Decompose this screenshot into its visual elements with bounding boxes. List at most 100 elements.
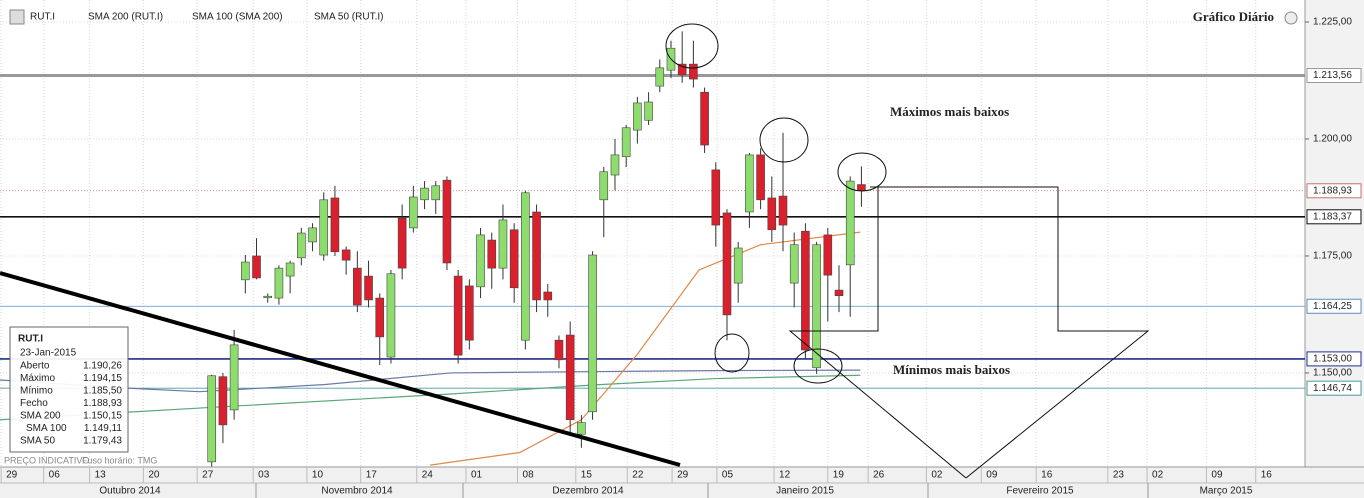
x-tick-label: 08 [523,470,535,481]
candle-body [565,334,575,421]
annotation: Máximos mais baixos [890,104,1009,119]
candle-body [453,275,463,356]
info-value: 1.190,26 [83,361,122,372]
x-tick-label: 09 [1211,470,1223,481]
candle-body [498,219,508,269]
level-label-bg [1306,380,1362,396]
sma-line [0,374,861,421]
candle-body [857,184,866,192]
x-tick-label: 06 [49,470,61,481]
footer: Fuso horário: TMG [82,455,157,465]
candle-body [845,180,855,266]
info-value: 1.149,11 [84,423,123,434]
x-tick-label: 24 [422,470,434,481]
candle-body [330,197,340,253]
info-value: 1.150,15 [83,411,122,422]
legend-entry[interactable]: SMA 200 (RUT.I) [88,12,163,23]
level-label-bg [1306,209,1362,225]
candle-body [409,196,418,229]
footer: PREÇO INDICATIVO [4,455,89,465]
candle-body [285,262,295,277]
level-label-bg [1306,68,1362,84]
x-tick-label: 17 [366,470,378,481]
x-tick-label: 03 [258,470,270,481]
info-label: Máximo [20,373,55,384]
projection [788,187,967,479]
info-title: RUT.I [18,334,43,345]
candle-body [431,185,441,201]
candle-body [341,249,351,261]
x-tick-label: 12 [779,470,791,481]
info-rows: Aberto 1.190,26 Máximo 1.194,15 Mínimo 1.185,… [20,361,122,447]
candle-body [442,179,452,264]
info-label: SMA 200 [20,411,61,422]
symbol-icon[interactable] [9,9,25,25]
legend-entry[interactable]: SMA 100 (SMA 200) [192,12,283,23]
candle-body [599,171,609,201]
x-tick-label: 19 [833,470,845,481]
candle-body [655,67,665,87]
candle-body [633,102,642,131]
x-tick-label: 22 [632,470,644,481]
candle-body [778,195,788,226]
candle-body [364,275,373,301]
candle-body [487,239,497,269]
candle-body [644,101,653,121]
info-value: 1.185,50 [83,386,122,397]
info-date: 23-Jan-2015 [20,348,77,359]
projection [870,186,1150,479]
candle-body [521,192,530,341]
clock-icon[interactable] [1284,11,1298,25]
y-tick-label: 1.225,00 [1313,17,1352,28]
candle-body [621,127,631,158]
info-label: Aberto [20,361,50,372]
x-tick-label: 20 [148,470,160,481]
candle-body [397,217,407,269]
circle [714,333,750,373]
candle-body [588,254,597,413]
x-tick-label: 29 [6,470,18,481]
candle-body [577,422,586,435]
candle-body [745,154,754,213]
x-tick-label: 10 [312,470,324,481]
level-label: 1.153,00 [1313,354,1352,365]
info-label: Fecho [20,398,48,409]
symbol[interactable]: RUT.I [30,12,55,23]
candle-body [263,295,273,298]
x-tick-label: 15 [581,470,593,481]
level-label: 1.213,56 [1313,70,1352,81]
level-label-bg [1306,351,1362,367]
candle-body [252,255,261,279]
candle-body [812,244,821,369]
month-label: Outubro 2014 [99,486,161,497]
month-label: Março 2015 [1200,486,1253,497]
legend-entry[interactable]: SMA 50 (RUT.I) [314,12,383,23]
candle-body [308,227,317,243]
candle-body [207,375,217,463]
candle-body [543,291,553,301]
candle-body [834,289,844,297]
candle-body [420,187,429,201]
info-label: SMA 100 [26,423,67,434]
candle-body [789,244,799,284]
info-value: 1.179,43 [83,436,122,447]
level-label-bg [1306,298,1362,314]
candle-body [554,339,564,361]
chart-title: Gráfico Diário [1193,9,1274,24]
info-label: SMA 50 [20,436,55,447]
sma-line [430,231,861,466]
annotation: Mínimos mais baixos [893,362,1010,377]
month-label: Fevereiro 2015 [1006,486,1074,497]
x-tick-label: 16 [1261,470,1273,481]
x-tick-label: 02 [931,470,943,481]
sma-line [0,369,861,393]
x-tick-label: 13 [95,470,107,481]
x-tick-label: 26 [873,470,885,481]
candle-body [711,169,721,226]
candle-body [241,261,250,281]
candle-body [677,63,687,76]
candle-body [465,285,474,341]
circle [837,152,887,192]
